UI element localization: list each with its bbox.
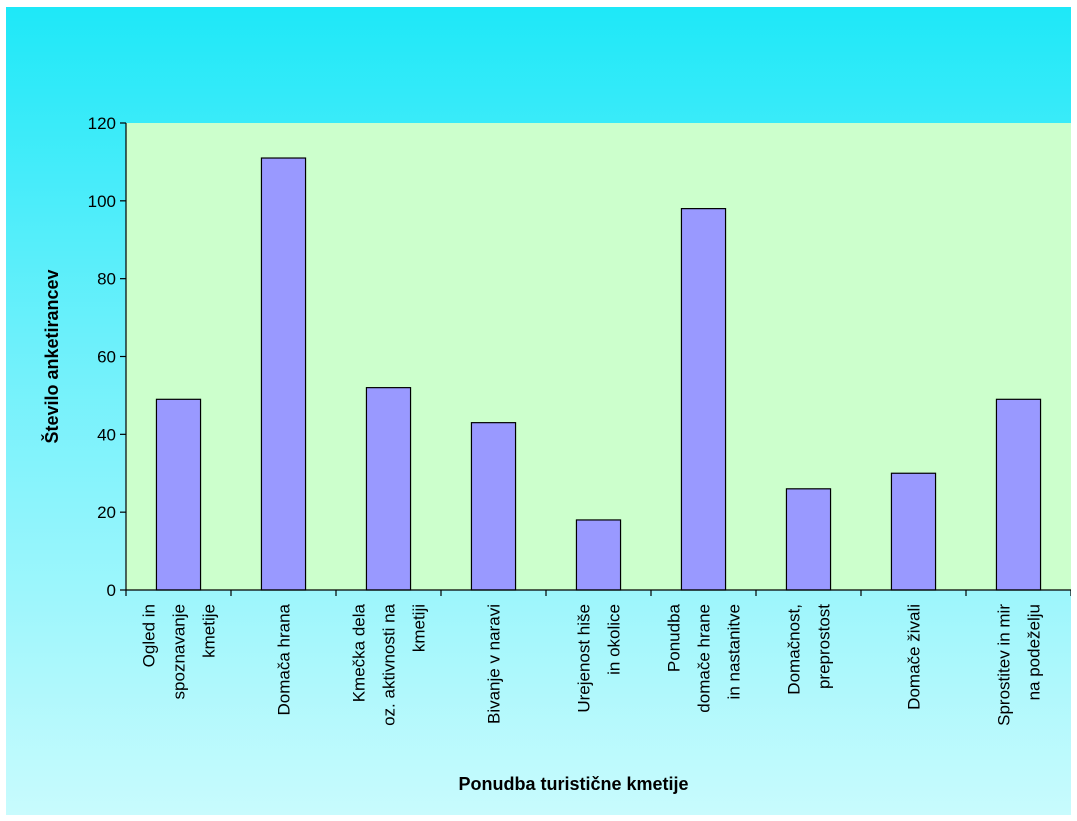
category-label-line: kmetiji — [410, 604, 429, 652]
category-label: Sprostitev in mir na podeželju — [995, 604, 1044, 726]
y-tick-label: 100 — [88, 192, 116, 211]
y-tick-label: 0 — [107, 581, 116, 600]
category-label-line: Kmečka dela — [350, 603, 369, 702]
category-label-line: na podeželju — [1025, 604, 1044, 700]
bar — [365, 387, 412, 591]
y-tick-label: 20 — [97, 503, 116, 522]
y-tick-label: 80 — [97, 270, 116, 289]
category-label-line: Urejenost hiše — [575, 604, 594, 713]
x-axis-title: Ponudba turistične kmetije — [458, 774, 688, 794]
category-label-line: Sprostitev in mir — [995, 604, 1014, 726]
bar — [995, 398, 1042, 591]
chart-area: 0 20 40 60 80 100 120 Ogled in spoznavanje kmeti… — [6, 7, 1071, 815]
category-label-line: spoznavanje — [170, 604, 189, 699]
category-label-line: Bivanje v naravi — [485, 604, 504, 724]
category-label: Ponudba domače hrane in nastanitve — [665, 603, 744, 712]
category-label: Domačnost, preprostost — [785, 604, 834, 695]
y-tick-label: 60 — [97, 348, 116, 367]
bar — [785, 488, 832, 591]
category-label: Urejenost hiše in okolice — [575, 604, 624, 713]
category-label-line: in okolice — [605, 604, 624, 675]
category-label-line: domače hrane — [695, 604, 714, 713]
category-label-line: Ogled in — [140, 604, 159, 667]
y-tick-label: 40 — [97, 425, 116, 444]
bar — [470, 422, 517, 591]
y-tick-label: 120 — [88, 114, 116, 133]
y-ticks-group: 0 20 40 60 80 100 120 — [88, 114, 126, 600]
bar — [680, 208, 727, 591]
category-label: Kmečka dela oz. aktivnosti na kmetiji — [350, 603, 429, 725]
category-label-line: Domačnost, — [785, 604, 804, 695]
category-label-line: in nastanitve — [725, 604, 744, 699]
category-label-line: Domača hrana — [275, 603, 294, 715]
category-label-line: oz. aktivnosti na — [380, 603, 399, 725]
bars-group — [155, 157, 1042, 591]
bar — [575, 519, 622, 591]
bar — [260, 157, 307, 591]
category-label-line: Domače živali — [905, 604, 924, 710]
bar-chart: 0 20 40 60 80 100 120 Ogled in spoznavanje kmeti… — [41, 114, 1071, 794]
bar — [890, 472, 937, 591]
category-label-line: kmetije — [200, 604, 219, 658]
category-label-line: preprostost — [815, 604, 834, 689]
category-label-line: Ponudba — [665, 603, 684, 672]
category-label: Domače živali — [905, 604, 924, 710]
y-axis-title: Število anketirancev — [41, 269, 62, 443]
x-ticks-group: Ogled in spoznavanje kmetije Domača hrana Km… — [125, 590, 1071, 726]
category-label: Bivanje v naravi — [485, 604, 504, 724]
bar — [155, 398, 202, 591]
category-label: Domača hrana — [275, 603, 294, 715]
category-label: Ogled in spoznavanje kmetije — [140, 604, 219, 699]
